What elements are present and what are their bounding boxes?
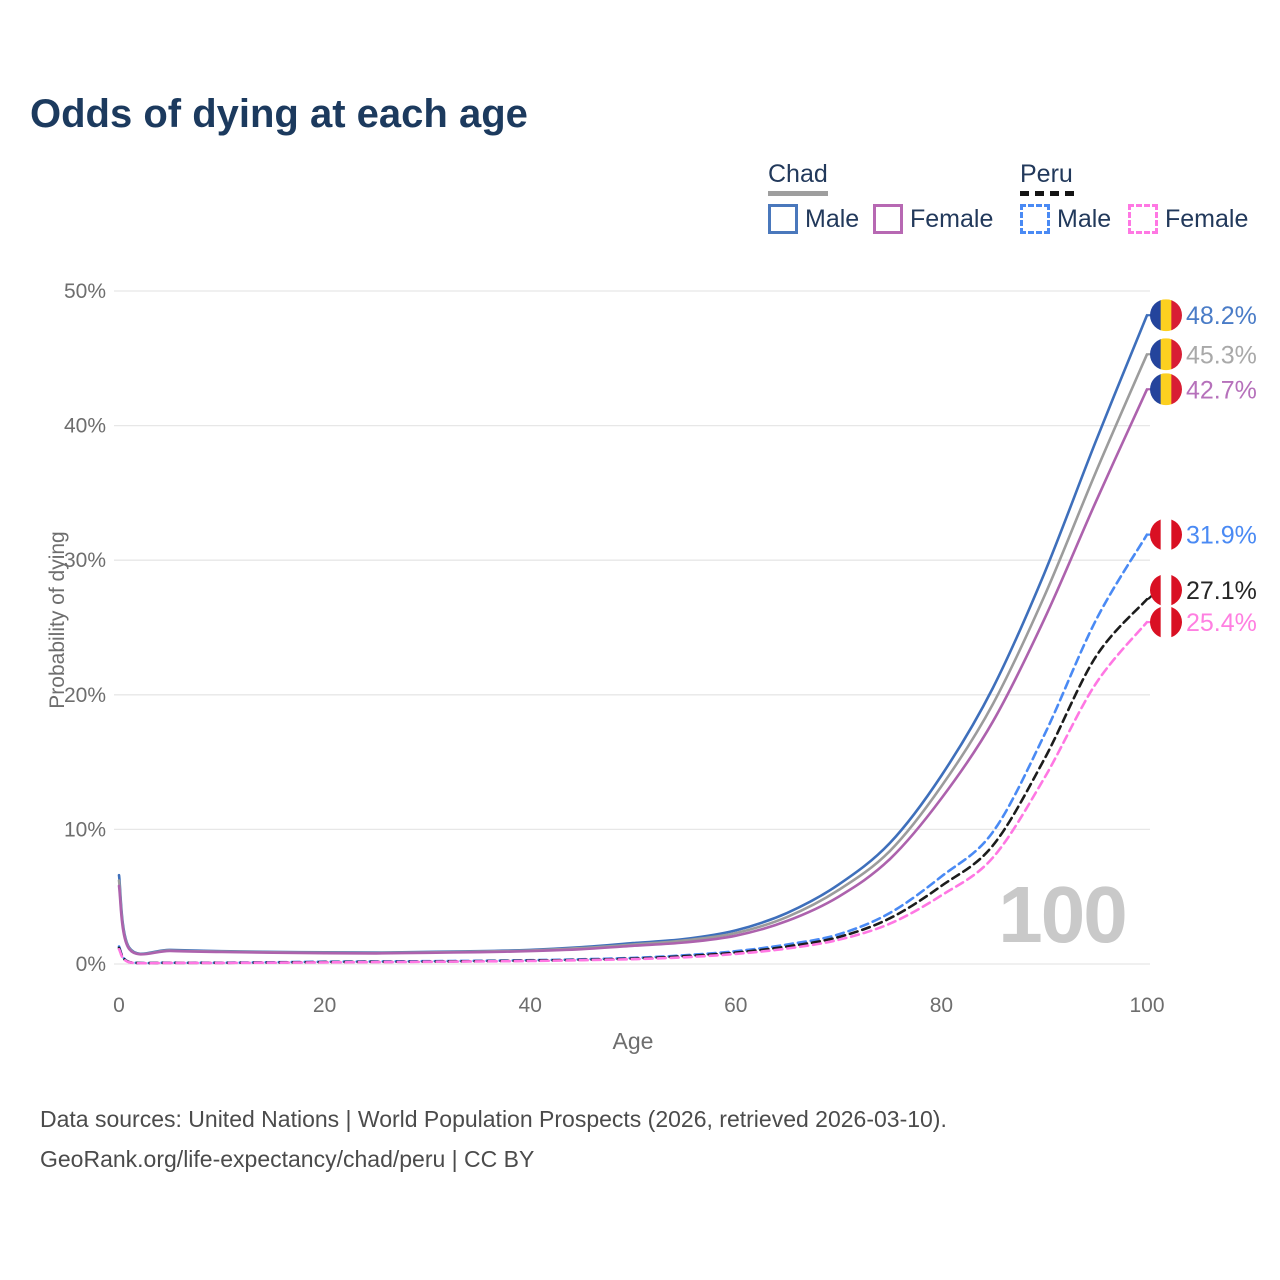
legend-peru-header[interactable]: Peru: [1020, 160, 1073, 188]
flag-stripe: [1150, 338, 1162, 371]
flag-stripe: [1160, 606, 1172, 639]
end-value-label: 27.1%: [1186, 577, 1257, 605]
axis-ticks: 0% 10% 20% 30% 40% 50% 0 20 40 60 80 100: [64, 280, 1165, 1017]
series-line-chad-female: [117, 388, 1149, 956]
flag-stripe: [1150, 574, 1162, 607]
flag-icon-peru: [1150, 574, 1182, 607]
flag-stripe: [1171, 299, 1182, 332]
legend-group-peru: Peru: [1020, 160, 1078, 196]
y-tick-label: 30%: [64, 549, 106, 572]
flag-stripe: [1160, 574, 1172, 607]
flag-stripe: [1171, 373, 1182, 406]
x-axis-title: Age: [612, 1028, 654, 1054]
flag-stripe: [1171, 338, 1182, 371]
end-value-label: 48.2%: [1186, 302, 1257, 330]
flag-icon-chad: [1150, 373, 1182, 406]
flag-stripe: [1160, 299, 1172, 332]
gridlines: [114, 290, 1150, 965]
x-tick-label: 80: [930, 994, 953, 1017]
footer-sources: Data sources: United Nations | World Pop…: [40, 1106, 947, 1132]
flag-stripe: [1150, 299, 1162, 332]
flag-stripe: [1150, 606, 1162, 639]
end-value-label: 45.3%: [1186, 341, 1257, 369]
legend-label-peru-male: Male: [1057, 204, 1112, 233]
series-line-peru-both-sexes: [117, 597, 1149, 965]
flag-stripe: [1150, 373, 1162, 406]
footer-attribution: GeoRank.org/life-expectancy/chad/peru | …: [40, 1146, 535, 1172]
x-tick-label: 60: [724, 994, 747, 1017]
y-tick-label: 10%: [64, 818, 106, 841]
x-tick-label: 0: [113, 994, 125, 1017]
x-tick-label: 100: [1129, 994, 1164, 1017]
series-line-peru-female: [117, 620, 1149, 965]
legend-swatch-peru-female: [1128, 204, 1158, 234]
flag-stripe: [1150, 518, 1162, 551]
legend-item-peru-male[interactable]: Male: [1020, 204, 1111, 234]
y-axis-title: Probability of dying: [46, 531, 69, 709]
series-line-peru-male: [117, 533, 1149, 965]
flag-stripe: [1160, 373, 1172, 406]
legend-item-peru-female[interactable]: Female: [1128, 204, 1248, 234]
flag-icon-peru: [1150, 606, 1182, 639]
legend-peru-line-swatch: [1020, 191, 1078, 196]
y-tick-label: 20%: [64, 684, 106, 707]
flag-icon-chad: [1150, 338, 1182, 371]
legend-swatch-chad-female: [873, 204, 903, 234]
x-tick-label: 40: [519, 994, 542, 1017]
legend-swatch-peru-male: [1020, 204, 1050, 234]
flag-stripe: [1171, 518, 1182, 551]
y-tick-label: 0%: [76, 953, 106, 976]
flag-icon-peru: [1150, 518, 1182, 551]
x-tick-label: 20: [313, 994, 336, 1017]
flag-stripe: [1160, 518, 1172, 551]
chart-title: Odds of dying at each age: [30, 92, 528, 136]
legend-item-chad-female[interactable]: Female: [873, 204, 993, 234]
legend-label-chad-female: Female: [910, 204, 994, 233]
watermark: 100: [998, 870, 1125, 959]
legend-item-chad-male[interactable]: Male: [768, 204, 859, 234]
legend-label-chad-male: Male: [805, 204, 860, 233]
flag-icon-chad: [1150, 299, 1182, 332]
end-value-label: 42.7%: [1186, 376, 1257, 404]
y-tick-label: 40%: [64, 415, 106, 438]
series-lines: [117, 313, 1149, 965]
legend-chad-line-swatch: [768, 191, 828, 196]
flag-stripe: [1171, 574, 1182, 607]
legend-group-chad: Chad: [768, 160, 828, 196]
flag-stripe: [1160, 338, 1172, 371]
end-value-label: 25.4%: [1186, 609, 1257, 637]
legend-label-peru-female: Female: [1165, 204, 1249, 233]
flag-stripe: [1171, 606, 1182, 639]
legend-swatch-chad-male: [768, 204, 798, 234]
y-tick-label: 50%: [64, 280, 106, 303]
legend-chad-header[interactable]: Chad: [768, 160, 828, 188]
series-line-chad-both-sexes: [117, 353, 1149, 956]
end-value-label: 31.9%: [1186, 522, 1257, 550]
end-annotations: 25.4% 27.1% 31.9% 42.7% 45.3% 48.2%: [1147, 299, 1257, 639]
